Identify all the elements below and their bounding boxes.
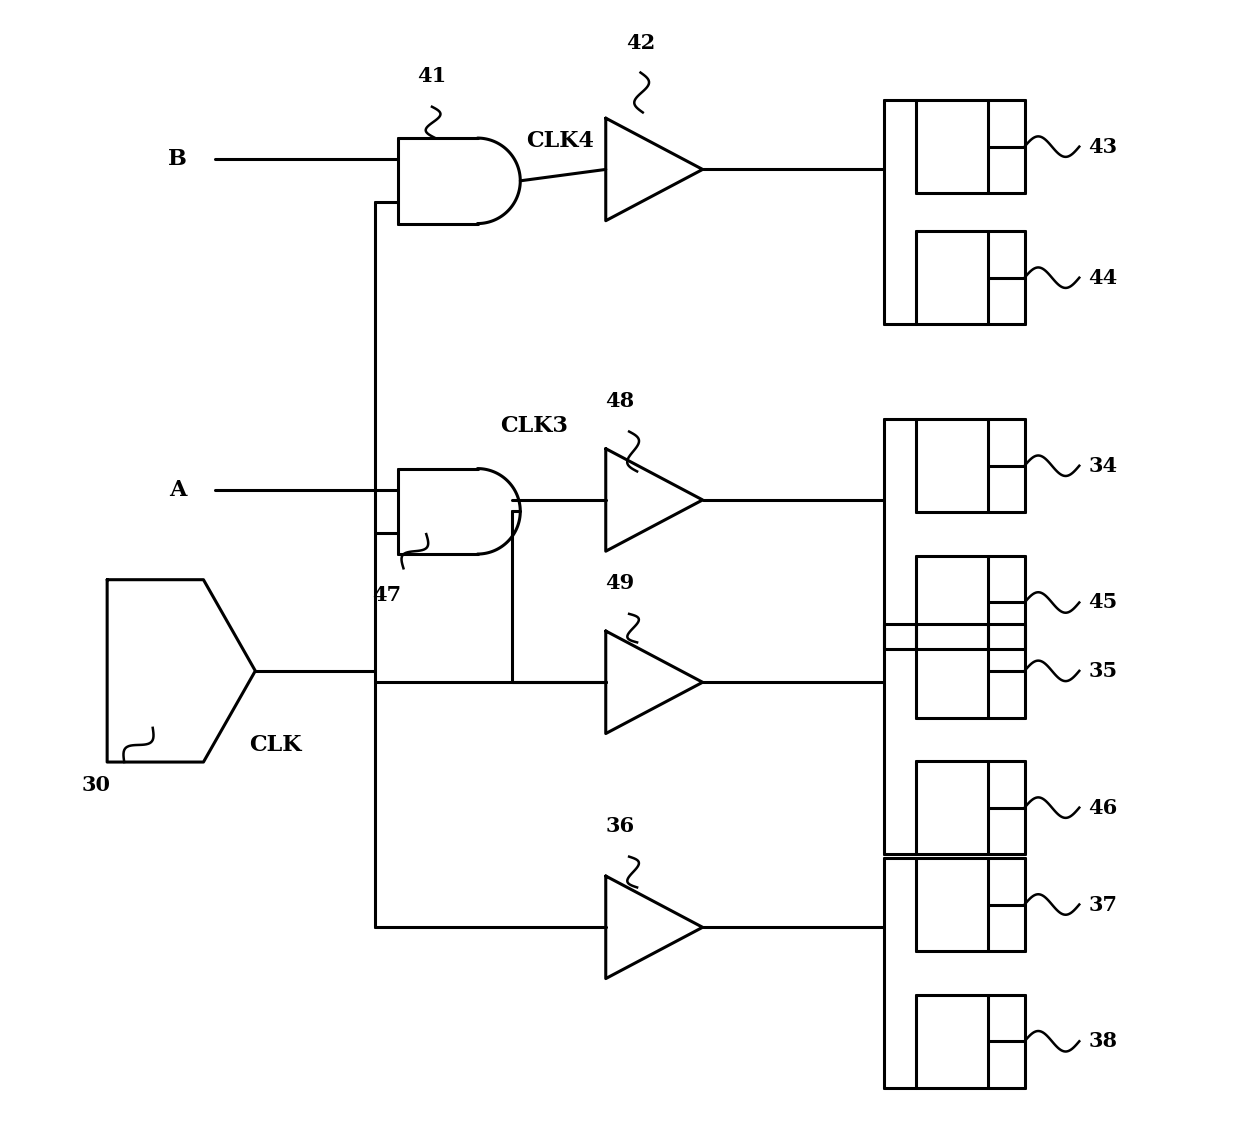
Text: 42: 42 (626, 33, 655, 53)
Text: 48: 48 (605, 391, 635, 411)
Text: CLK: CLK (249, 734, 303, 755)
Text: 37: 37 (1089, 894, 1117, 915)
Text: 46: 46 (1089, 798, 1117, 817)
Text: 38: 38 (1089, 1031, 1117, 1052)
Text: 34: 34 (1089, 456, 1117, 475)
Text: 43: 43 (1089, 137, 1117, 156)
Text: 47: 47 (372, 585, 401, 605)
Text: 41: 41 (418, 67, 446, 86)
Text: A: A (170, 479, 187, 501)
Text: 49: 49 (605, 573, 635, 594)
Text: CLK4: CLK4 (526, 131, 594, 153)
Text: 35: 35 (1089, 661, 1117, 681)
Text: B: B (169, 148, 187, 170)
Text: 30: 30 (82, 775, 110, 794)
Text: 45: 45 (1089, 592, 1117, 613)
Text: 36: 36 (605, 816, 635, 836)
Text: CLK3: CLK3 (500, 416, 568, 437)
Text: 44: 44 (1089, 267, 1117, 288)
